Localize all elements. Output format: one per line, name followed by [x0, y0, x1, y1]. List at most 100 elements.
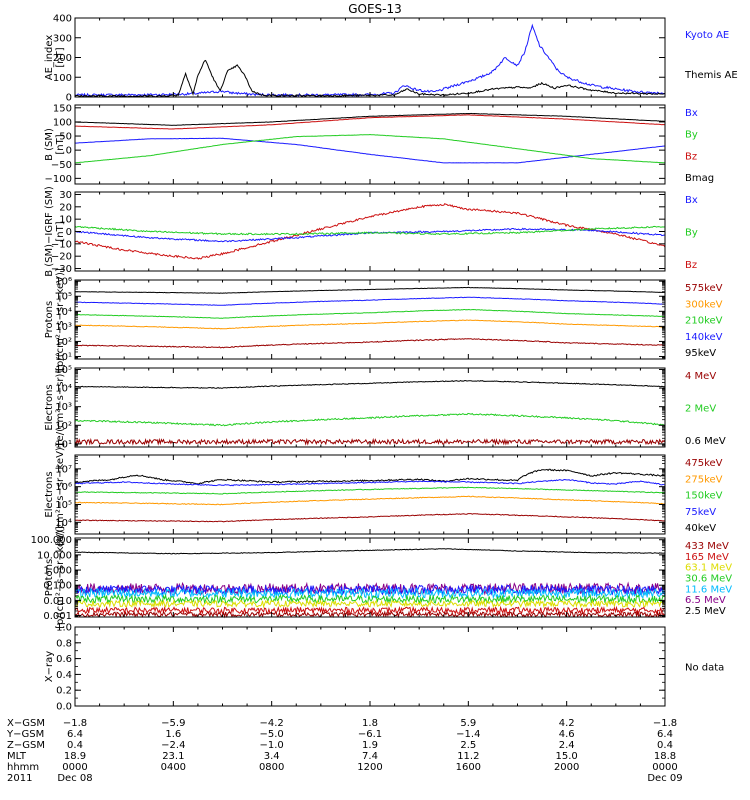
y-axis-unit: [e/(cm²−s−sr)]: [55, 370, 66, 446]
footer-row-label: Y−GSM: [6, 729, 44, 740]
footer-cell: 11.2: [457, 751, 479, 762]
footer-cell: 0000: [652, 762, 677, 773]
footer-cell: 1600: [456, 762, 481, 773]
y-axis-label: AE_index: [44, 35, 55, 81]
legend-entry: 63.1 MeV: [685, 563, 732, 574]
y-tick-label: 10⁵: [55, 292, 72, 303]
legend-entry: 11.6 MeV: [685, 584, 732, 595]
y-axis-unit: [p/(cm²−s−sr−keV)]: [55, 268, 66, 371]
y-tick-label: 150: [53, 103, 72, 114]
legend-entry: 95keV: [685, 348, 716, 359]
legend-entry: 4 MeV: [685, 371, 716, 382]
y-axis-label: B (SM): [44, 128, 55, 161]
footer-cell: 5.9: [460, 718, 476, 729]
y-tick-label: −100: [45, 174, 72, 185]
footer-cell: −6.1: [358, 729, 382, 740]
footer-cell: 2000: [554, 762, 579, 773]
footer-cell: Dec 08: [57, 773, 92, 784]
legend-entry: 2.5 MeV: [685, 606, 726, 617]
legend-entry: Kyoto AE: [685, 30, 729, 41]
series-electrons2-475kev: [74, 513, 666, 523]
y-tick-label: 10¹: [55, 439, 72, 450]
legend-entry: By: [685, 130, 698, 141]
footer-cell: 0000: [62, 762, 87, 773]
panel-xray: 0.0 0.2 0.4 0.6 0.8 1.0 X−ray No data: [44, 623, 724, 713]
y-tick-label: 10³: [55, 322, 72, 333]
footer-cell: 6.4: [67, 729, 83, 740]
series-electrons2-75kev: [74, 478, 666, 487]
panel-frame: [74, 626, 666, 707]
legend-entry: 2 MeV: [685, 404, 716, 415]
legend-entry: 275keV: [685, 474, 723, 485]
footer-cell: −1.0: [260, 740, 284, 751]
footer-cell: 2.5: [460, 740, 476, 751]
legend-entry: 150keV: [685, 491, 723, 502]
footer-cell: 15.0: [556, 751, 578, 762]
y-tick-label: 10.000: [37, 550, 72, 561]
footer-row-label: Z−GSM: [7, 740, 45, 751]
panel-protons2: 0.001 0.010 0.100 1.000 10.000 100.000 Protons…: [31, 526, 733, 629]
legend-entry: 0.6 MeV: [685, 436, 726, 447]
series-protons1-300kev: [74, 319, 665, 330]
footer-cell: 1.9: [362, 740, 378, 751]
footer-cell: 4.6: [559, 729, 575, 740]
legend-entry: 475keV: [685, 458, 723, 469]
footer-cell: 18.8: [654, 751, 676, 762]
y-axis-label: B (SM)−IGRF (SM): [44, 186, 55, 277]
legend-entry: No data: [685, 663, 724, 674]
plot-title: GOES-13: [348, 2, 402, 16]
y-tick-label: 10⁶: [55, 482, 72, 493]
footer-cell: 0.4: [657, 740, 673, 751]
series-protons2-165-mev: [74, 598, 666, 609]
legend-entry: 165 MeV: [685, 552, 729, 563]
legend-entry: 210keV: [685, 316, 723, 327]
legend-entry: Bz: [685, 151, 697, 162]
series-bsm-bz: [74, 114, 666, 130]
footer-cell: 3.4: [264, 751, 280, 762]
footer-cell: −1.4: [456, 729, 480, 740]
y-tick-label: −10: [51, 239, 72, 250]
legend-entry: Bz: [685, 260, 697, 271]
series-bigrf-by: [74, 225, 666, 236]
y-tick-label: 100: [53, 117, 72, 128]
y-tick-label: 10²: [55, 337, 72, 348]
series-electrons1-2-mev: [74, 412, 666, 427]
y-axis-unit: [e/(cm²−s−sr−keV)]: [55, 443, 66, 546]
legend-entry: 140keV: [685, 332, 723, 343]
series-ae-themis-ae: [74, 59, 666, 98]
y-tick-label: 10⁴: [55, 518, 72, 529]
footer-cell: 0400: [161, 762, 186, 773]
legend-entry: 300keV: [685, 299, 723, 310]
legend-entry: Bx: [685, 108, 698, 119]
y-tick-label: 10⁷: [55, 464, 72, 475]
y-tick-label: 10: [59, 215, 72, 226]
y-axis-unit: [nT]: [55, 221, 66, 241]
legend-entry: Themis AE: [684, 70, 738, 81]
series-protons1-210kev: [75, 308, 666, 319]
y-axis-unit: [nT]: [55, 47, 66, 67]
y-tick-label: 50: [59, 132, 72, 143]
y-tick-label: 0.0: [56, 702, 72, 713]
footer-cell: 0.4: [67, 740, 83, 751]
footer-cell: 18.9: [64, 751, 86, 762]
y-tick-label: 1.0: [56, 623, 72, 634]
series-bsm-bmag: [74, 112, 666, 126]
y-axis-label: Electrons: [44, 471, 55, 517]
y-tick-label: 10⁵: [55, 500, 72, 511]
series-electrons2-275kev: [74, 495, 666, 506]
footer-row-label: X−GSM: [7, 718, 45, 729]
y-tick-label: 0: [66, 93, 72, 104]
series-bigrf-bz: [74, 203, 666, 260]
footer-cell: 1.8: [362, 718, 378, 729]
y-tick-label: 200: [53, 53, 72, 64]
series-protons1-140kev: [74, 296, 666, 306]
legend-entry: By: [685, 228, 698, 239]
panel-ae: 0 100 200 300 400 AE_index [nT] Kyoto AE Themis …: [44, 14, 738, 104]
y-tick-label: 10⁶: [55, 277, 72, 288]
footer-row-label: hhmm: [7, 762, 39, 773]
series-protons1-575kev: [74, 338, 666, 349]
y-tick-label: 100.000: [31, 535, 72, 546]
y-tick-label: 0: [66, 227, 72, 238]
